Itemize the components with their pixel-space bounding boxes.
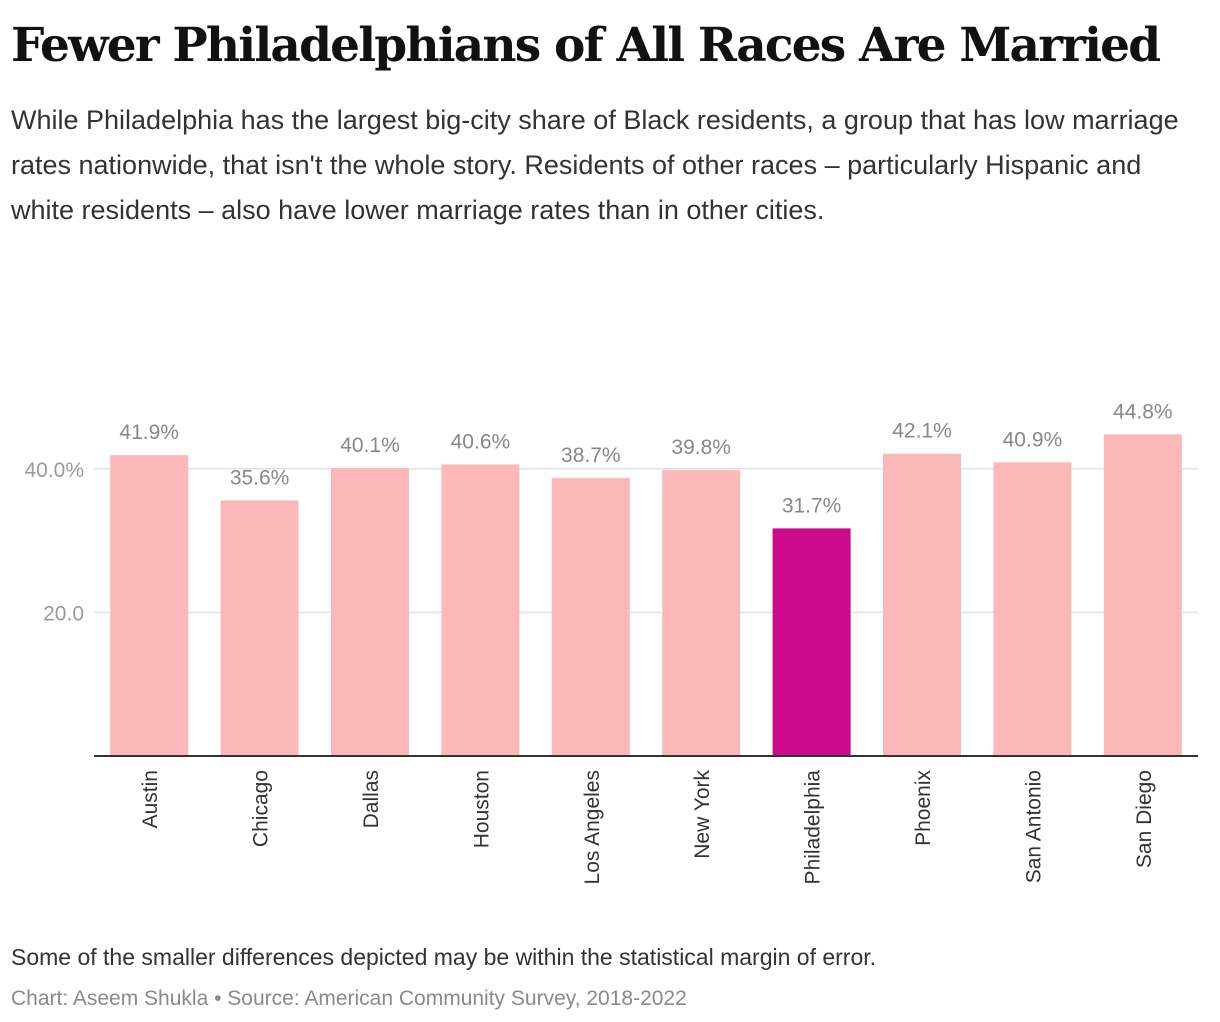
- source-line: Chart: Aseem Shukla • Source: American C…: [11, 987, 687, 1010]
- bar-chicago: [220, 500, 299, 756]
- x-tick-label: New York: [691, 770, 714, 859]
- data-label: 40.9%: [1003, 428, 1063, 451]
- bar-philadelphia: [772, 528, 851, 756]
- y-tick-label: 20.0: [43, 602, 84, 625]
- bar-houston: [441, 464, 520, 756]
- data-label: 39.8%: [671, 436, 731, 459]
- x-tick-label: Chicago: [250, 770, 273, 847]
- chart-title: Fewer Philadelphians of All Races Are Ma…: [11, 18, 1161, 73]
- x-tick-label: Dallas: [360, 770, 383, 828]
- chart-subtitle: While Philadelphia has the largest big-c…: [11, 105, 1179, 225]
- data-label: 38.7%: [561, 444, 621, 467]
- data-label: 44.8%: [1113, 400, 1173, 423]
- bar-chart: 20.0 40.0% 41.9% Austin 35.6% Chicago 40.1% Dal…: [24, 400, 1198, 885]
- data-label: 41.9%: [119, 421, 179, 444]
- footnote: Some of the smaller differences depicted…: [11, 944, 877, 970]
- x-tick-label: Los Angeles: [581, 770, 604, 884]
- data-label: 42.1%: [892, 420, 952, 443]
- y-tick-label: 40.0%: [24, 459, 84, 482]
- data-label: 40.6%: [451, 430, 511, 453]
- x-tick-label: San Antonio: [1022, 770, 1045, 883]
- bar-phoenix: [883, 453, 961, 756]
- bar-austin: [110, 455, 189, 756]
- bar-los-angeles: [551, 478, 630, 756]
- x-tick-label: Houston: [470, 770, 493, 848]
- x-tick-label: Austin: [139, 770, 162, 828]
- data-label: 31.7%: [782, 494, 842, 517]
- bar-dallas: [331, 468, 409, 756]
- bar-san-antonio: [993, 462, 1072, 756]
- bar-san-diego: [1103, 434, 1182, 756]
- data-label: 40.1%: [340, 434, 400, 457]
- data-label: 35.6%: [230, 466, 290, 489]
- bar-new-york: [662, 470, 741, 756]
- x-tick-label: San Diego: [1133, 770, 1156, 868]
- x-tick-label: Phoenix: [912, 770, 935, 846]
- x-tick-label: Philadelphia: [802, 770, 825, 885]
